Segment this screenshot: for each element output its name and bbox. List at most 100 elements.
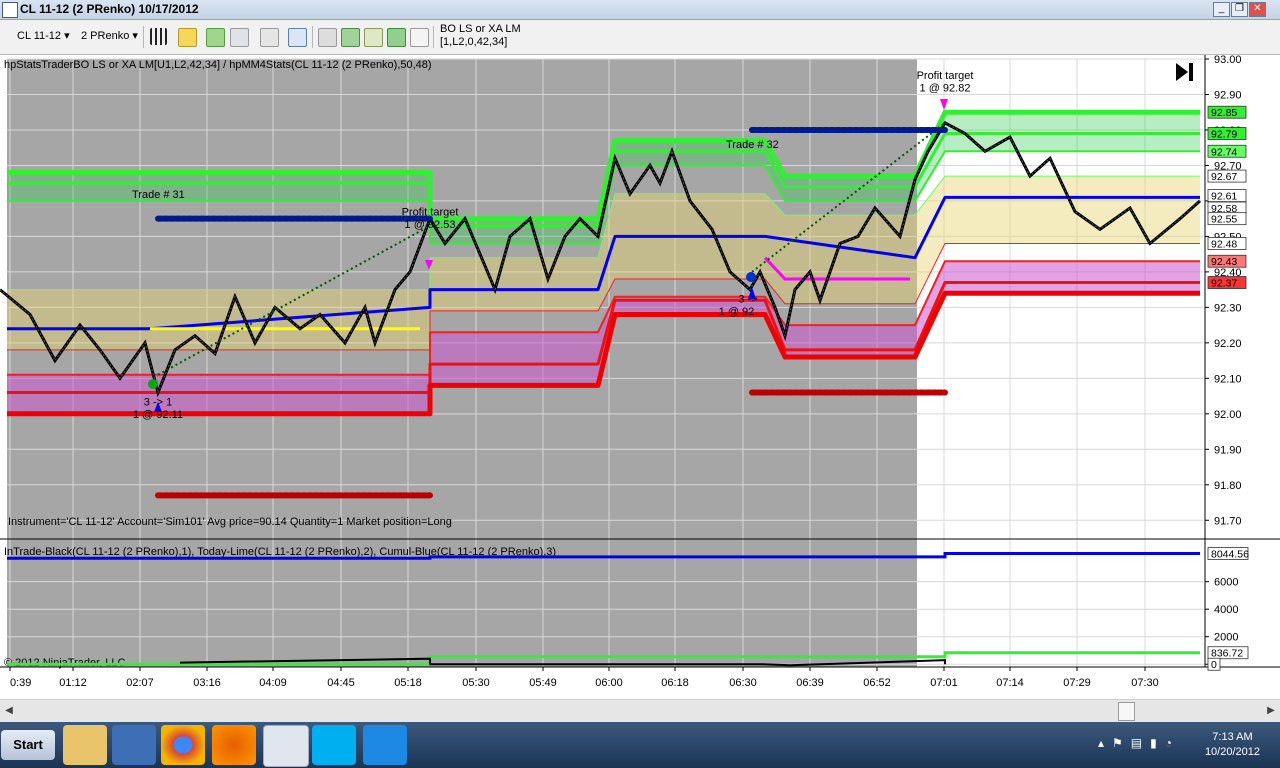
instrument-label: CL 11-12: [17, 30, 62, 42]
strategy-name: BO LS or XA LM: [440, 23, 521, 35]
annotation-label: 3 -> 1: [144, 396, 172, 408]
level-line-blue-mid: [7, 195, 1200, 331]
entry-marker-icon: [746, 272, 756, 282]
scroll-end-icon-bar: [1189, 63, 1193, 81]
x-tick-label: 05:30: [462, 677, 490, 689]
pnl-marker-label: 836.72: [1211, 648, 1243, 660]
pnl-marker: [1207, 657, 1221, 671]
file-explorer-icon[interactable]: [63, 725, 107, 765]
firefox-icon[interactable]: [212, 725, 256, 765]
chrome-icon[interactable]: [161, 725, 205, 765]
strategies-icon[interactable]: [364, 28, 383, 47]
price-marker: [1207, 237, 1247, 250]
y-tick-label: 93.00: [1214, 55, 1242, 66]
cursor-icon[interactable]: [260, 28, 279, 47]
annotation-label: Profit target: [402, 207, 459, 219]
scroll-thumb[interactable]: [1118, 702, 1135, 721]
x-tick-label: 06:39: [796, 677, 824, 689]
toolbar-separator: [433, 26, 434, 48]
trade-line-32: [751, 122, 946, 273]
annotation-label: 3 ->: [738, 294, 757, 306]
price-marker: [1207, 254, 1247, 268]
ninjatrader-icon[interactable]: [263, 725, 309, 767]
price-marker-label: 92.79: [1211, 129, 1237, 141]
position-info: Instrument='CL 11-12' Account='Sim101' A…: [8, 516, 452, 528]
price-marker-label: 92.37: [1211, 278, 1237, 290]
y-tick-label: 91.80: [1214, 480, 1242, 492]
clock-date: 10/20/2012: [1204, 746, 1260, 758]
price-marker: [1207, 105, 1247, 119]
x-tick-label: 05:18: [394, 677, 422, 689]
app-icon: [2, 2, 18, 18]
x-tick-label: 01:12: [59, 677, 87, 689]
horizontal-scrollbar[interactable]: ◀ ▶: [0, 699, 1280, 722]
pnl-marker: [1207, 547, 1249, 560]
entry-arrow-icon: [154, 402, 162, 412]
maximize-button[interactable]: ❐: [1231, 2, 1248, 17]
properties-icon[interactable]: [318, 28, 337, 47]
annotation-label: 1 @ 92.53: [405, 219, 456, 231]
y-tick-label: 92.40: [1214, 267, 1242, 279]
entry-arrow-icon: [748, 287, 756, 299]
annotation-label: Trade # 31: [132, 189, 185, 201]
data-box-icon[interactable]: [410, 28, 429, 47]
taskbar: Start ▴⚑▤▮◔ 7:13 AM 10/20/2012: [0, 722, 1280, 768]
pnl-series-today: [7, 651, 1200, 666]
x-tick-label: 04:09: [259, 677, 287, 689]
price-marker-label: 92.43: [1211, 256, 1237, 268]
media-player-icon[interactable]: [112, 725, 156, 765]
start-button[interactable]: Start: [1, 730, 55, 760]
x-tick-label: 06:18: [661, 677, 689, 689]
y-tick-label: 92.90: [1214, 89, 1242, 101]
dollar-icon[interactable]: [387, 28, 406, 47]
bar-style-icon[interactable]: [150, 28, 167, 45]
zoom-icon[interactable]: [288, 28, 307, 47]
internet-explorer-icon[interactable]: [363, 725, 407, 765]
drawing-tool-icon[interactable]: [206, 28, 225, 47]
remove-drawing-icon[interactable]: [230, 28, 249, 47]
y-tick-label: 91.70: [1214, 515, 1242, 527]
y-tick-label: 92.20: [1214, 338, 1242, 350]
clock-time: 7:13 AM: [1212, 731, 1253, 743]
price-indicator-title: hpStatsTraderBO LS or XA LM[U1,L2,42,34]…: [4, 59, 432, 71]
indicators-icon[interactable]: [341, 28, 360, 47]
price-marker: [1207, 189, 1247, 203]
pnl-marker: [1207, 646, 1249, 660]
price-marker: [1207, 212, 1247, 226]
level-line-red-2: [7, 260, 1200, 376]
price-marker: [1207, 144, 1247, 158]
strategy-params: [1,L2,0,42,34]: [440, 36, 508, 48]
x-tick-label: 04:45: [327, 677, 355, 689]
pencil-icon[interactable]: [178, 28, 197, 47]
period-selector[interactable]: 2 PRenko ▾: [81, 30, 138, 42]
trade-line-31: [157, 224, 431, 376]
pnl-indicator-title: InTrade-Black(CL 11-12 (2 PRenko),1), To…: [4, 546, 556, 558]
price-marker-label: 92.67: [1211, 171, 1237, 183]
toolbar-separator: [143, 26, 144, 48]
price-marker-label: 92.74: [1211, 146, 1237, 158]
scroll-left-icon[interactable]: ◀: [5, 705, 13, 716]
close-button[interactable]: ✕: [1249, 2, 1266, 17]
annotation-label: 1 @ 92.82: [920, 82, 971, 94]
x-tick-label: 03:16: [193, 677, 221, 689]
annotation-label: Trade # 32: [726, 139, 779, 151]
y-tick-label: 92.00: [1214, 409, 1242, 421]
price-marker: [1207, 169, 1247, 183]
instrument-selector[interactable]: CL 11-12 ▾: [17, 30, 70, 42]
x-tick-label: 07:01: [930, 677, 958, 689]
level-line-red-1: [7, 243, 1200, 351]
level-line-red-3: [7, 281, 1200, 394]
pnl-marker-label: 8044.56: [1211, 549, 1249, 561]
tray-icons[interactable]: ▴⚑▤▮◔: [1098, 736, 1180, 750]
y-tick-label: 92.30: [1214, 302, 1242, 314]
window-title: CL 11-12 (2 PRenko) 10/17/2012: [20, 2, 199, 16]
x-tick-label: 0:39: [10, 677, 31, 689]
clock[interactable]: 7:13 AM 10/20/2012: [1205, 730, 1260, 760]
price-marker: [1207, 127, 1247, 140]
level-line-green-4: [7, 175, 1200, 291]
minimize-button[interactable]: _: [1213, 2, 1230, 17]
scroll-right-icon[interactable]: ▶: [1267, 705, 1275, 716]
skype-icon[interactable]: [312, 725, 356, 765]
pnl-series-cumul: [7, 552, 1200, 560]
